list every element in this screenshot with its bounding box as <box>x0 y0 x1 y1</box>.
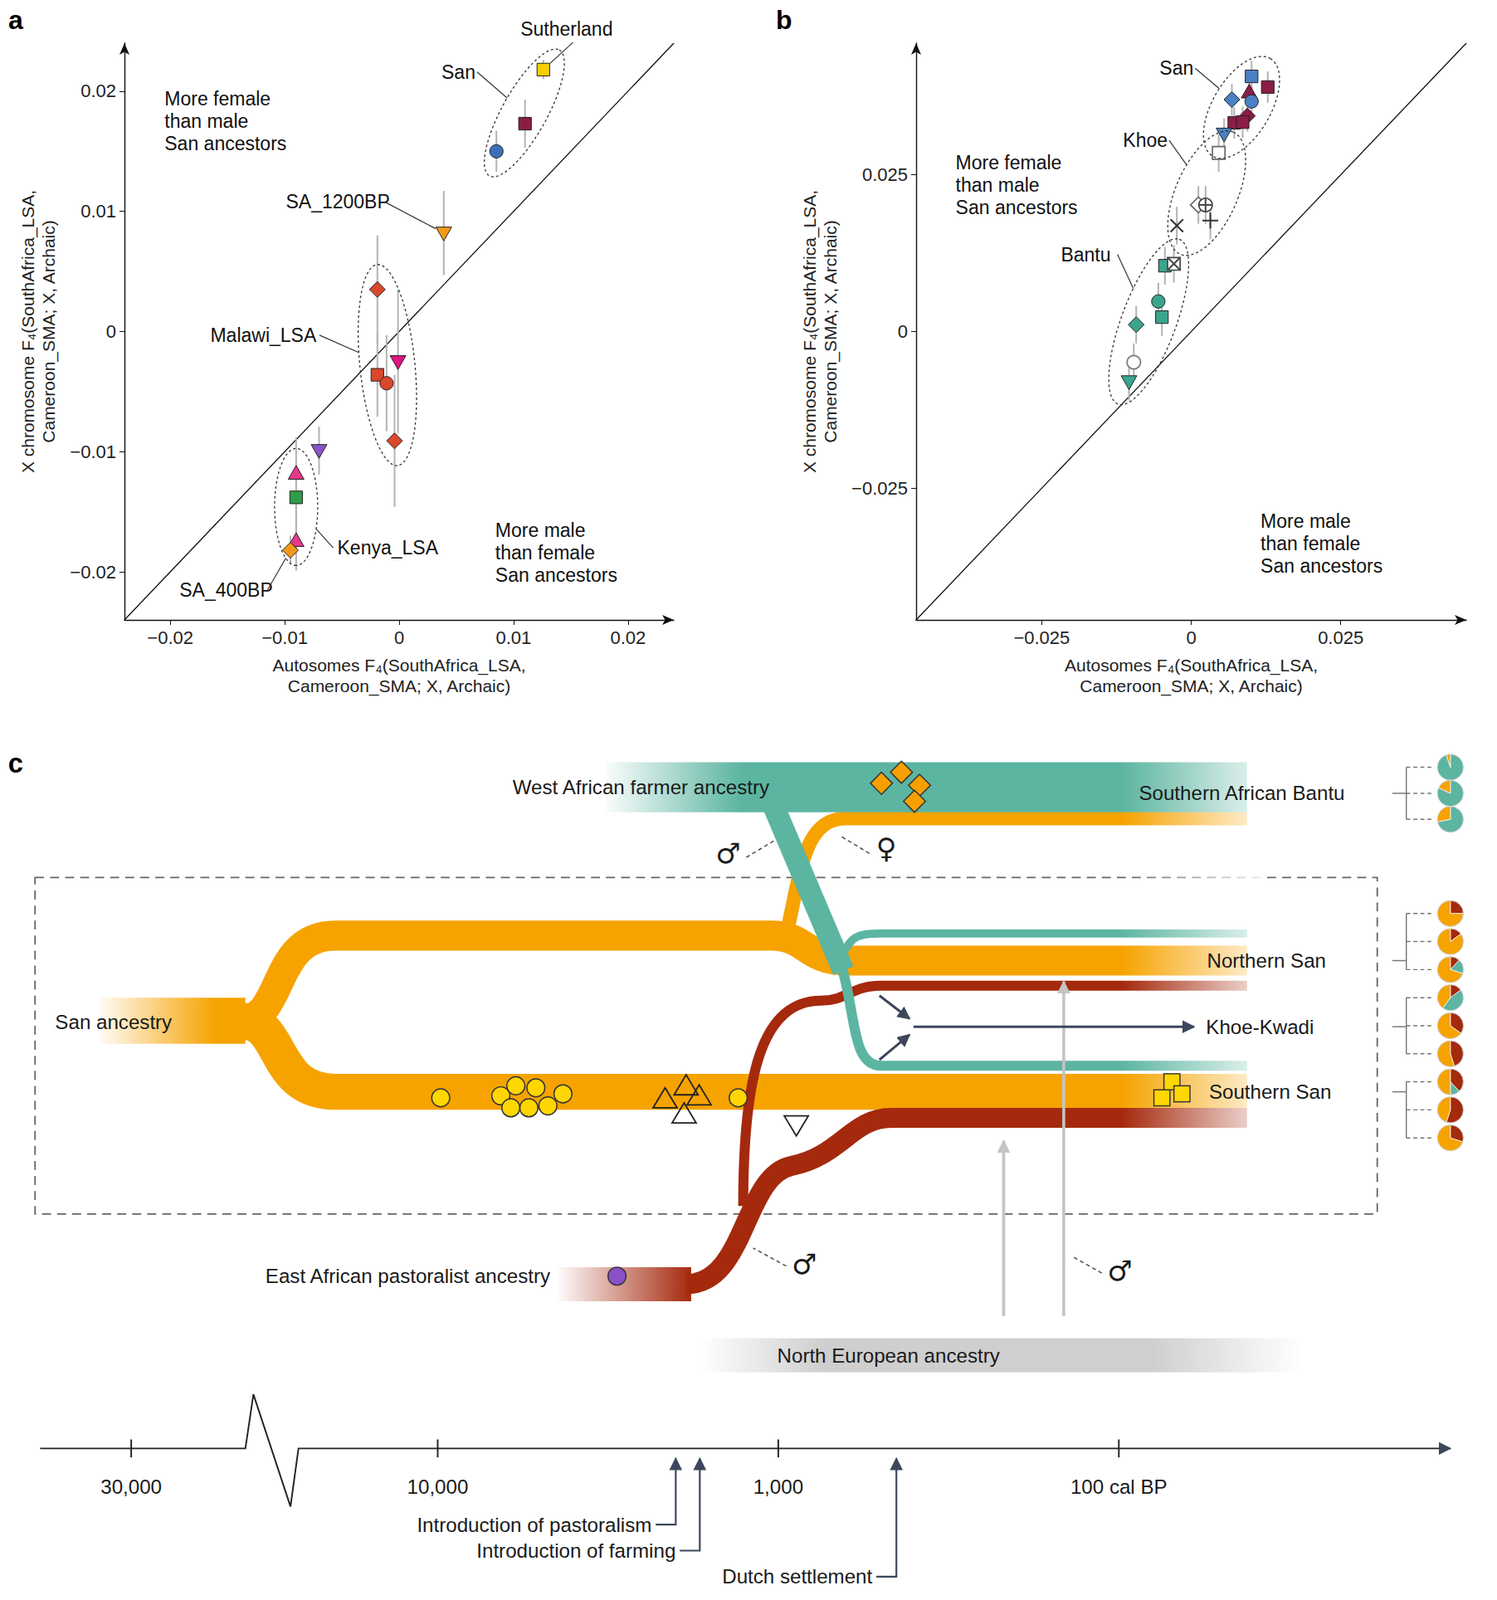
svg-text:♂: ♂ <box>1106 1254 1132 1288</box>
svg-text:Malawi_LSA: Malawi_LSA <box>209 324 317 347</box>
svg-text:0: 0 <box>106 321 117 342</box>
svg-text:Southern African Bantu: Southern African Bantu <box>1138 781 1345 805</box>
svg-text:San ancestors: San ancestors <box>495 564 618 586</box>
svg-text:than female: than female <box>495 541 595 564</box>
svg-text:San: San <box>441 61 476 83</box>
svg-text:0.02: 0.02 <box>80 80 117 102</box>
svg-text:X chromosome F₄(SouthAfrica_LS: X chromosome F₄(SouthAfrica_LSA, <box>18 190 39 473</box>
svg-text:10,000: 10,000 <box>407 1475 469 1498</box>
svg-text:100 cal BP: 100 cal BP <box>1070 1475 1168 1498</box>
svg-text:Autosomes F₄(SouthAfrica_LSA,: Autosomes F₄(SouthAfrica_LSA, <box>1064 655 1318 676</box>
svg-text:♂: ♂ <box>791 1248 817 1281</box>
svg-text:−0.01: −0.01 <box>261 627 308 649</box>
svg-text:b: b <box>775 4 793 35</box>
svg-text:−0.025: −0.025 <box>1013 627 1070 649</box>
svg-text:Introduction of pastoralism: Introduction of pastoralism <box>416 1513 652 1537</box>
svg-text:than male: than male <box>955 174 1040 196</box>
svg-text:More female: More female <box>955 151 1063 174</box>
svg-text:More male: More male <box>1260 510 1351 532</box>
svg-text:San ancestry: San ancestry <box>54 1010 173 1034</box>
svg-text:Sutherland: Sutherland <box>520 18 613 40</box>
svg-text:Southern San: Southern San <box>1209 1080 1332 1103</box>
svg-text:Bantu: Bantu <box>1060 243 1111 266</box>
svg-text:SA_400BP: SA_400BP <box>179 579 274 601</box>
svg-text:Introduction of farming: Introduction of farming <box>476 1539 676 1562</box>
svg-text:0: 0 <box>897 321 908 342</box>
svg-text:SA_1200BP: SA_1200BP <box>285 190 390 213</box>
svg-text:Khoe-Kwadi: Khoe-Kwadi <box>1205 1015 1314 1039</box>
svg-text:San: San <box>1159 57 1194 79</box>
svg-text:a: a <box>8 4 24 35</box>
svg-text:0.01: 0.01 <box>80 200 117 222</box>
svg-text:More female: More female <box>164 87 271 110</box>
svg-text:Cameroon_SMA; X, Archaic): Cameroon_SMA; X, Archaic) <box>1079 676 1302 697</box>
svg-text:30,000: 30,000 <box>100 1475 162 1498</box>
svg-text:Northern San: Northern San <box>1207 949 1327 972</box>
svg-text:−0.02: −0.02 <box>146 627 194 649</box>
svg-text:than female: than female <box>1260 532 1361 555</box>
svg-text:than male: than male <box>164 110 249 132</box>
svg-text:Kenya_LSA: Kenya_LSA <box>337 536 439 559</box>
svg-text:East African pastoralist ances: East African pastoralist ancestry <box>265 1264 552 1288</box>
svg-text:0: 0 <box>1185 627 1196 649</box>
svg-text:Khoe: Khoe <box>1122 129 1168 152</box>
svg-text:San ancestors: San ancestors <box>955 196 1078 219</box>
svg-text:c: c <box>8 747 24 779</box>
svg-text:North European ancestry: North European ancestry <box>777 1344 1001 1367</box>
svg-text:−0.025: −0.025 <box>851 477 908 499</box>
svg-text:0.025: 0.025 <box>1317 627 1364 649</box>
svg-text:0.01: 0.01 <box>496 627 532 649</box>
svg-text:Dutch settlement: Dutch settlement <box>721 1565 873 1588</box>
svg-text:−0.02: −0.02 <box>69 561 117 583</box>
svg-text:Cameroon_SMA; X, Archaic): Cameroon_SMA; X, Archaic) <box>287 676 511 697</box>
svg-text:San ancestors: San ancestors <box>1260 555 1383 577</box>
svg-text:San ancestors: San ancestors <box>164 132 287 155</box>
svg-text:Cameroon_SMA; X, Archaic): Cameroon_SMA; X, Archaic) <box>820 219 841 443</box>
svg-text:Cameroon_SMA; X, Archaic): Cameroon_SMA; X, Archaic) <box>39 219 59 443</box>
svg-text:0: 0 <box>394 627 405 649</box>
svg-text:X chromosome F₄(SouthAfrica_LS: X chromosome F₄(SouthAfrica_LSA, <box>799 190 820 473</box>
svg-text:More male: More male <box>495 519 586 542</box>
svg-text:1,000: 1,000 <box>753 1475 804 1498</box>
svg-text:Autosomes F₄(SouthAfrica_LSA,: Autosomes F₄(SouthAfrica_LSA, <box>272 655 526 676</box>
svg-text:−0.01: −0.01 <box>69 441 117 463</box>
svg-text:0.025: 0.025 <box>862 164 908 186</box>
svg-text:♂: ♂ <box>715 837 741 870</box>
svg-text:West African farmer ancestry: West African farmer ancestry <box>512 775 771 799</box>
svg-text:0.02: 0.02 <box>609 627 646 649</box>
svg-text:♀: ♀ <box>876 832 898 865</box>
